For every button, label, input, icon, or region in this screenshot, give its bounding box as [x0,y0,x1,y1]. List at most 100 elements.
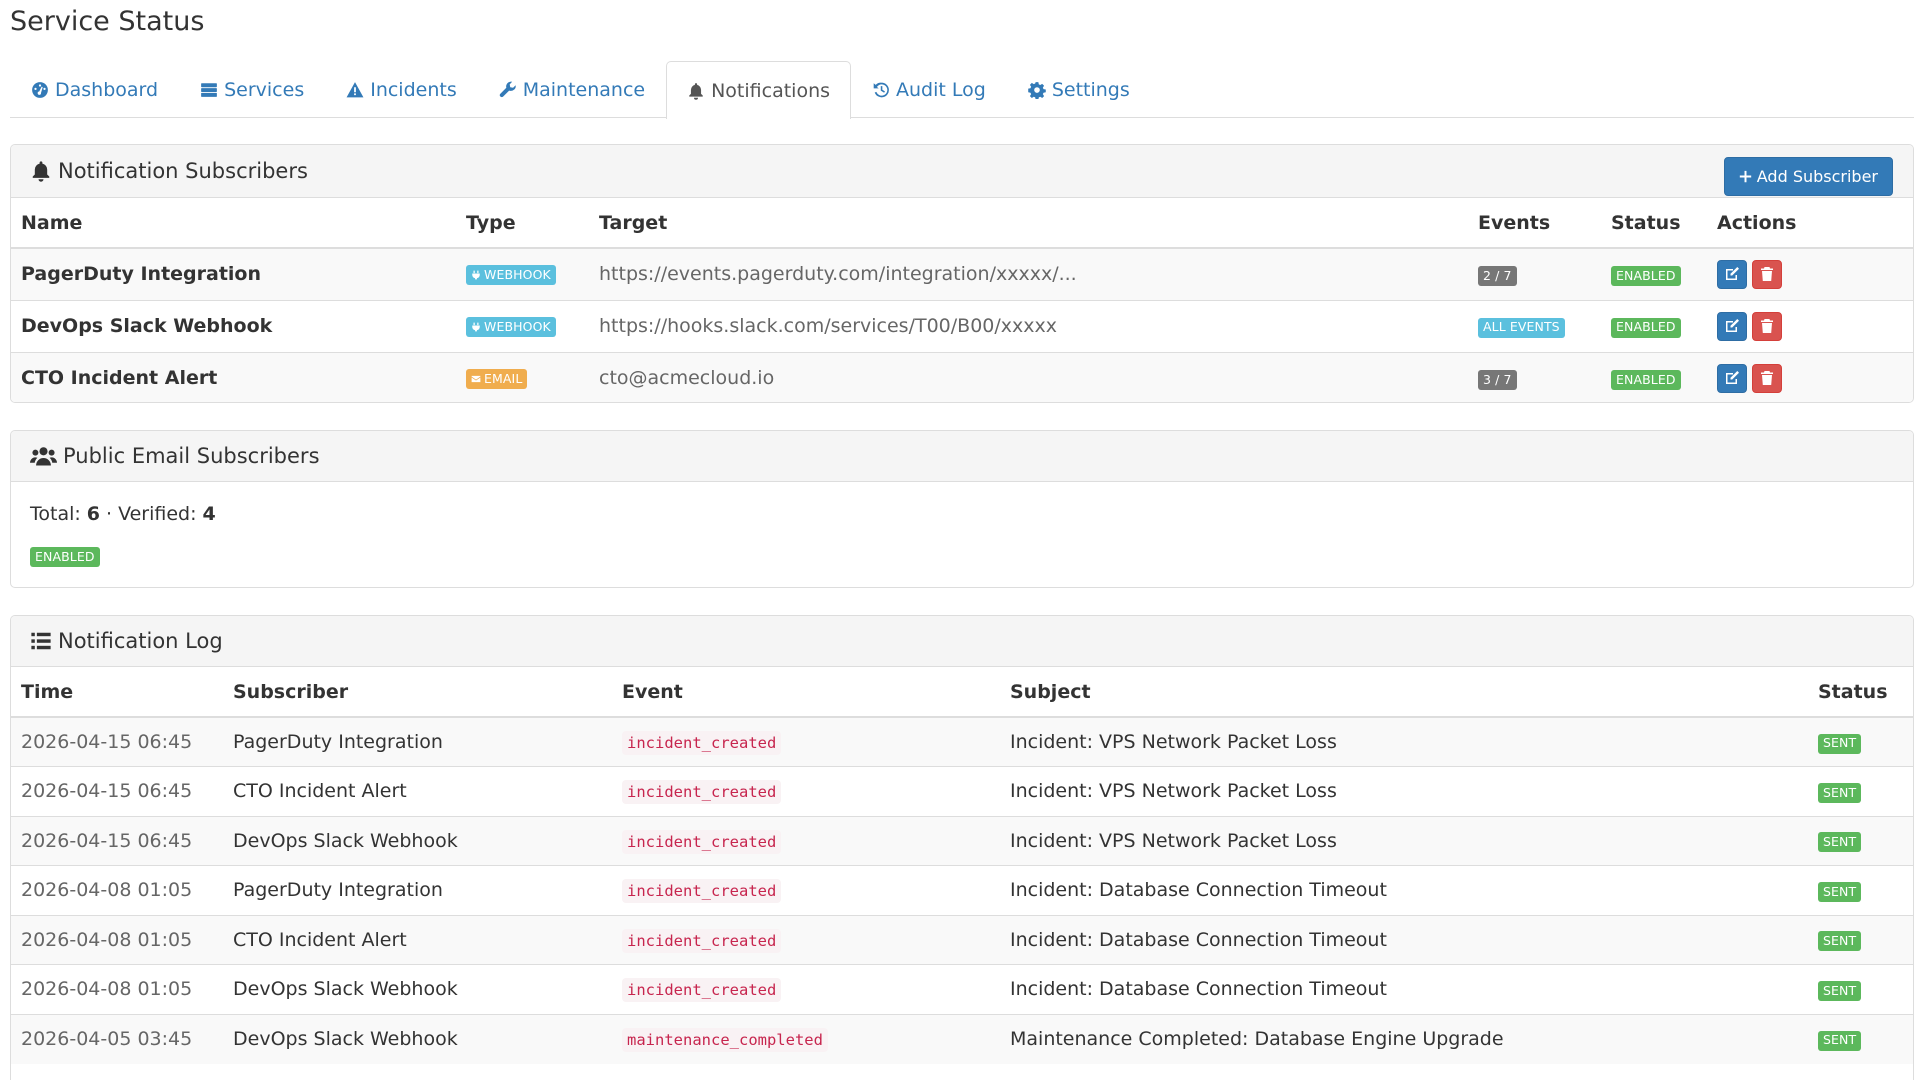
tab-notifications[interactable]: Notifications [666,61,852,119]
log-time: 2026-04-15 06:45 [11,766,223,816]
edit-button[interactable] [1717,363,1747,393]
plug-icon [472,270,480,280]
log-subscriber: PagerDuty Integration [223,716,612,767]
table-row: 2026-04-15 06:45 DevOps Slack Webhook in… [11,815,1913,866]
column-header[interactable]: Type [456,198,589,249]
log-subscriber: DevOps Slack Webhook [223,815,612,866]
trash-icon [1761,267,1773,282]
log-event: incident_created [622,978,782,1003]
subscribers-panel-title: Notification Subscribers [30,159,308,183]
tab-maintenance-label: Maintenance [522,79,646,101]
column-header[interactable]: Time [11,667,223,718]
column-header[interactable]: Event [612,667,1000,718]
column-header[interactable]: Name [11,198,456,249]
column-header: Actions [1707,198,1913,249]
log-title-text: Notification Log [58,629,223,653]
delete-button[interactable] [1752,311,1782,341]
tab-services[interactable]: Services [179,61,325,118]
subscriber-name: PagerDuty Integration [11,247,456,300]
delete-button[interactable] [1752,259,1782,289]
users-icon [30,447,57,466]
status-badge: SENT [1818,832,1862,853]
status-badge: SENT [1818,733,1862,754]
subscriber-name: CTO Incident Alert [11,351,456,402]
status-badge: SENT [1818,782,1862,803]
gear-icon [1028,82,1046,99]
status-badge: SENT [1818,1030,1862,1051]
add-subscriber-button[interactable]: Add Subscriber [1723,157,1893,196]
column-header[interactable]: Events [1468,198,1601,249]
tab-services-label: Services [224,79,305,101]
column-header[interactable]: Status [1808,667,1913,718]
log-subscriber: CTO Incident Alert [223,766,612,816]
log-panel-heading: Notification Log [11,616,1913,667]
tab-dashboard[interactable]: Dashboard [10,61,179,118]
list-icon [31,632,51,650]
tab-audit-log[interactable]: Audit Log [851,61,1007,118]
tab-audit-log-label: Audit Log [896,79,986,101]
edit-icon [1726,371,1739,385]
table-row: 2026-04-05 03:45 DevOps Slack Webhook ma… [11,1013,1913,1064]
subscribers-panel-heading: Notification Subscribers Add Subscriber [11,145,1913,198]
wrench-icon [499,81,516,98]
status-badge: SENT [1818,881,1862,902]
trash-icon [1761,371,1773,386]
table-row: 2026-04-08 01:05 CTO Incident Alert inci… [11,914,1913,965]
column-header[interactable]: Status [1601,198,1707,249]
table-row: DevOps Slack Webhook WEBHOOK https://hoo… [11,299,1913,352]
log-subject: Incident: VPS Network Packet Loss [1000,716,1808,767]
edit-button[interactable] [1717,259,1747,289]
subscribers-panel: Notification Subscribers Add Subscriber … [10,144,1914,403]
status-badge: ENABLED [1611,265,1681,286]
dashboard-icon [32,82,48,98]
status-badge: ENABLED [1611,317,1681,338]
log-subscriber: DevOps Slack Webhook [223,964,612,1014]
events-badge: ALL EVENTS [1478,317,1565,338]
public-panel-heading: Public Email Subscribers [11,431,1913,482]
type-badge: WEBHOOK [466,265,556,286]
table-row: PagerDuty Integration WEBHOOK https://ev… [11,247,1913,300]
tab-settings[interactable]: Settings [1007,61,1151,118]
total-label: Total: [30,503,81,525]
column-header[interactable]: Subject [1000,667,1808,718]
verified-label: Verified: [118,503,197,525]
log-subscriber: DevOps Slack Webhook [223,1013,612,1064]
log-subscriber: PagerDuty Integration [223,865,612,915]
events-badge: 3 / 7 [1478,369,1517,390]
tab-dashboard-label: Dashboard [55,79,159,101]
log-time: 2026-04-08 01:05 [11,914,223,965]
tab-settings-label: Settings [1051,79,1130,101]
status-badge: ENABLED [1611,369,1681,390]
log-time: 2026-04-05 03:45 [11,1013,223,1064]
verified-count: 4 [202,503,216,525]
column-header[interactable]: Target [589,198,1468,249]
log-time: 2026-04-15 06:45 [11,716,223,767]
notification-log-panel: Notification Log Time Subscriber Event S… [10,615,1914,1080]
tab-maintenance[interactable]: Maintenance [478,61,666,118]
public-panel-body: Total: 6 · Verified: 4 ENABLED [11,482,1913,587]
table-row: 2026-04-08 01:05 PagerDuty Integration i… [11,865,1913,915]
log-subject: Incident: Database Connection Timeout [1000,914,1808,965]
events-badge: 2 / 7 [1478,265,1517,286]
table-row: 2026-04-08 01:05 DevOps Slack Webhook in… [11,964,1913,1014]
public-subscribers-panel: Public Email Subscribers Total: 6 · Veri… [10,430,1914,588]
delete-button[interactable] [1752,363,1782,393]
edit-icon [1726,267,1739,281]
subscribers-title-text: Notification Subscribers [58,159,308,183]
stats-separator: · [106,503,113,525]
log-time: 2026-04-08 01:05 [11,865,223,915]
column-header[interactable]: Subscriber [223,667,612,718]
edit-button[interactable] [1717,311,1747,341]
table-row: 2026-04-15 06:45 CTO Incident Alert inci… [11,766,1913,816]
table-header-row: Name Type Target Events Status Actions [11,198,1913,249]
log-subject: Incident: Database Connection Timeout [1000,865,1808,915]
nav-tabs: Dashboard Services Incidents Maintenance… [10,61,1914,119]
edit-icon [1726,319,1739,332]
log-event: incident_created [622,780,782,805]
tab-incidents[interactable]: Incidents [325,61,478,118]
tab-notifications-label: Notifications [711,79,831,102]
log-time: 2026-04-08 01:05 [11,964,223,1014]
notification-log-table: Time Subscriber Event Subject Status 202… [11,667,1913,1064]
subscriber-target: https://events.pagerduty.com/integration… [589,247,1468,300]
table-row: 2026-04-15 06:45 PagerDuty Integration i… [11,716,1913,767]
